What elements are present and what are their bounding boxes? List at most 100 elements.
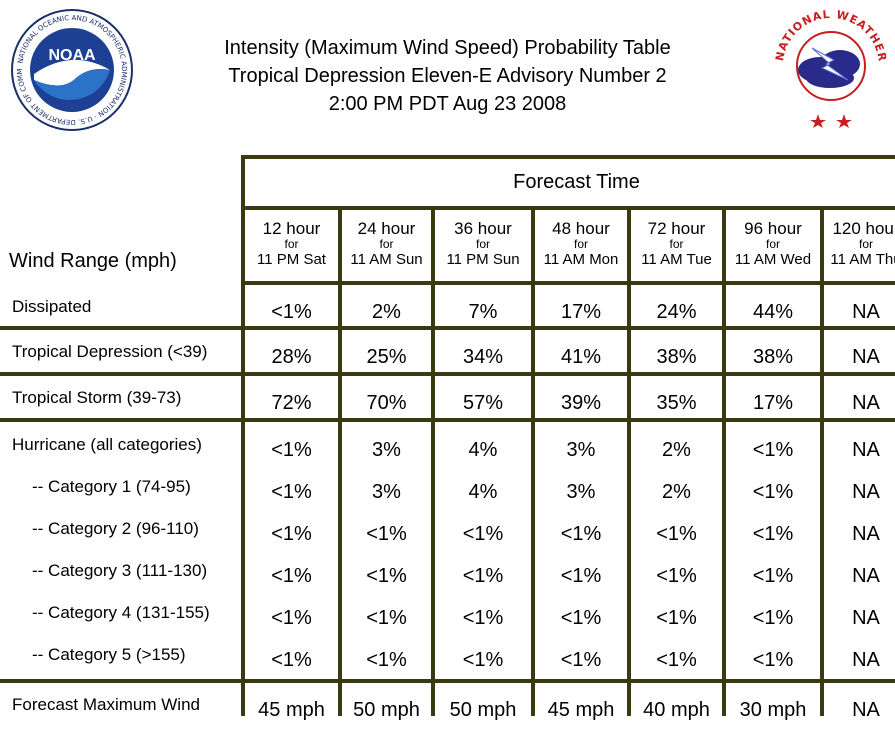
column-header: 24 hour for 11 AM Sun <box>342 210 431 281</box>
column-for: for <box>475 237 490 251</box>
forecast-time-header: Forecast Time <box>245 159 895 206</box>
table-cell: 2% <box>662 439 691 461</box>
table-cell: 38% <box>726 330 820 372</box>
table-cell: 34% <box>435 330 531 372</box>
table-cell: <1% <box>271 649 312 671</box>
table-cell: 30 mph <box>726 683 820 730</box>
table-cell: <1% <box>656 565 697 587</box>
table-cell: 35% <box>631 376 722 418</box>
table-cell: 3% <box>566 481 596 503</box>
title-line-2: Tropical Depression Eleven-E Advisory Nu… <box>228 65 667 87</box>
column-hour: 96 hour <box>744 219 802 238</box>
page-title: Intensity (Maximum Wind Speed) Probabili… <box>150 34 745 118</box>
table-cell: NA <box>824 683 895 730</box>
table-cell: <1% <box>271 565 312 587</box>
table-cell: NA <box>824 376 895 418</box>
column-for: for <box>765 237 780 251</box>
table-cell: 25% <box>342 330 431 372</box>
column-hour: 120 hour <box>832 219 895 238</box>
table-cell: 3% <box>372 439 401 461</box>
table-cell: 24% <box>631 285 722 326</box>
table-cell: <1% <box>560 565 602 587</box>
table-cell: 2% <box>342 285 431 326</box>
row-label-category-4: -- Category 4 (131-155) <box>32 603 210 622</box>
table-cell: <1% <box>462 523 504 545</box>
column-header: 12 hour for 11 PM Sat <box>245 210 338 281</box>
table-cell: NA <box>852 439 880 461</box>
table-cell: 2% <box>662 481 691 503</box>
row-label-category-1: -- Category 1 (74-95) <box>32 477 191 496</box>
hurricane-column: 2% 2% <1% <1% <1% <1% <box>631 422 722 679</box>
table-cell: 40 mph <box>631 683 722 730</box>
table-cell: 44% <box>726 285 820 326</box>
probability-table: Forecast Time Wind Range (mph) 12 hour f… <box>0 155 895 730</box>
column-for: for <box>284 237 299 251</box>
column-header: 72 hour for 11 AM Tue <box>631 210 722 281</box>
table-cell: <1% <box>752 649 794 671</box>
row-label-category-5: -- Category 5 (>155) <box>32 645 186 664</box>
forecast-time-label: Forecast Time <box>513 171 640 193</box>
table-cell: <1% <box>271 607 312 629</box>
table-cell: 45 mph <box>245 683 338 730</box>
hurricane-labels: Hurricane (all categories) -- Category 1… <box>0 422 241 679</box>
table-cell: 39% <box>535 376 627 418</box>
table-cell: 72% <box>245 376 338 418</box>
table-cell: NA <box>852 481 880 503</box>
table-cell: NA <box>852 607 880 629</box>
hurricane-column: 3% 3% <1% <1% <1% <1% <box>535 422 627 679</box>
column-hour: 36 hour <box>454 219 512 238</box>
table-cell: <1% <box>656 523 697 545</box>
table-cell: 28% <box>245 330 338 372</box>
title-line-3: 2:00 PM PDT Aug 23 2008 <box>328 93 567 115</box>
column-for: for <box>858 237 873 251</box>
column-when: 11 AM Mon <box>543 251 619 268</box>
title-line-1: Intensity (Maximum Wind Speed) Probabili… <box>224 37 671 59</box>
column-when: 11 AM Sun <box>350 251 423 268</box>
wind-range-label: Wind Range (mph) <box>9 250 177 272</box>
table-cell: 41% <box>535 330 627 372</box>
table-cell: 3% <box>566 439 596 461</box>
table-cell: <1% <box>366 523 407 545</box>
hurricane-column: 4% 4% <1% <1% <1% <1% <box>435 422 531 679</box>
hurricane-column: <1% <1% <1% <1% <1% <1% <box>245 422 338 679</box>
table-cell: 3% <box>372 481 401 503</box>
table-cell: <1% <box>271 439 312 461</box>
row-label-tropical-depression: Tropical Depression (<39) <box>0 330 241 372</box>
row-label-category-2: -- Category 2 (96-110) <box>32 519 199 538</box>
column-header: 120 hour for 11 AM Thu <box>824 210 895 281</box>
table-cell: NA <box>824 330 895 372</box>
nws-logo: NATIONAL WEATHER SERVICE <box>772 4 888 128</box>
table-cell: <1% <box>752 439 794 461</box>
column-header: 48 hour for 11 AM Mon <box>535 210 627 281</box>
table-cell: 50 mph <box>435 683 531 730</box>
table-cell: <1% <box>752 523 794 545</box>
table-cell: <1% <box>462 649 504 671</box>
column-header: 96 hour for 11 AM Wed <box>726 210 820 281</box>
table-cell: <1% <box>560 607 602 629</box>
column-for: for <box>379 237 394 251</box>
hurricane-column: NA NA NA NA NA NA <box>824 422 895 679</box>
table-cell: <1% <box>656 607 697 629</box>
column-for: for <box>669 237 684 251</box>
table-cell: 70% <box>342 376 431 418</box>
table-cell: 4% <box>468 439 498 461</box>
table-cell: 38% <box>631 330 722 372</box>
table-cell: <1% <box>366 607 407 629</box>
table-cell: 57% <box>435 376 531 418</box>
hurricane-column: 3% 3% <1% <1% <1% <1% <box>342 422 431 679</box>
table-cell: 4% <box>468 481 498 503</box>
row-label-category-3: -- Category 3 (111-130) <box>32 561 208 580</box>
table-cell: 50 mph <box>342 683 431 730</box>
column-header: 36 hour for 11 PM Sun <box>435 210 531 281</box>
row-label-tropical-storm: Tropical Storm (39-73) <box>0 376 241 418</box>
table-cell: <1% <box>560 649 602 671</box>
svg-text:NOAA: NOAA <box>48 47 96 64</box>
table-cell: NA <box>852 565 880 587</box>
column-when: 11 PM Sun <box>446 251 520 268</box>
table-cell: <1% <box>271 481 312 503</box>
row-label-forecast-maximum-wind: Forecast Maximum Wind <box>0 683 241 730</box>
table-cell: 17% <box>726 376 820 418</box>
table-cell: NA <box>852 649 880 671</box>
table-cell: <1% <box>366 649 407 671</box>
table-cell: <1% <box>752 481 794 503</box>
